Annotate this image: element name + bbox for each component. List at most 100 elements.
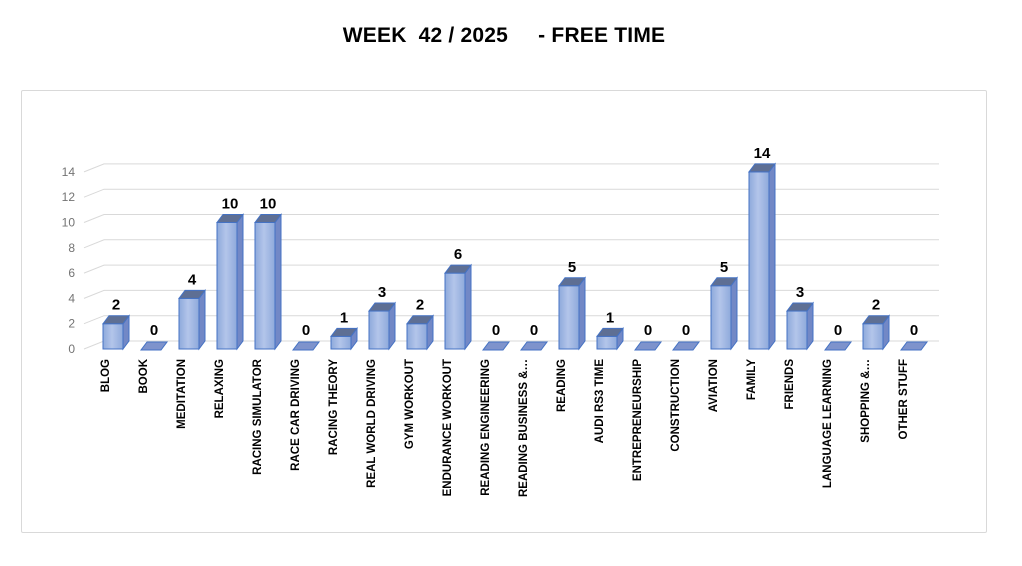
bar-value-label: 5 xyxy=(720,259,728,276)
y-axis-tick-label: 6 xyxy=(68,266,75,280)
bar-blog: 2 BLOG xyxy=(100,297,130,392)
bar-value-label: 4 xyxy=(188,271,197,288)
y-axis-tick-label: 12 xyxy=(62,190,76,204)
bar-side-face xyxy=(578,276,586,351)
chart-svg: 024681012142BLOG0BOOK4MEDITATION10RELAXI… xyxy=(62,145,939,497)
bar-top-face xyxy=(444,264,472,274)
category-label: RACING SIMULATOR xyxy=(252,358,264,475)
bar-value-label: 0 xyxy=(530,322,538,339)
bar-value-label: 0 xyxy=(682,322,690,339)
bar-value-label: 0 xyxy=(910,322,918,339)
bar-zero-sliver xyxy=(292,341,320,351)
bar-front-face xyxy=(406,323,428,350)
gridline xyxy=(83,239,939,249)
gridline xyxy=(83,188,939,198)
category-label: CONSTRUCTION xyxy=(670,359,682,452)
y-axis-tick-label: 2 xyxy=(68,317,75,331)
bar-value-label: 0 xyxy=(834,322,842,339)
bar-top-face xyxy=(862,315,890,325)
category-label: ENDURANCE WORKOUT xyxy=(442,359,454,496)
bar-zero-sliver xyxy=(140,341,168,351)
bar-value-label: 0 xyxy=(302,322,310,339)
category-label: FRIENDS xyxy=(784,359,796,410)
bar-shopping: 2 SHOPPING &… xyxy=(860,297,890,443)
bar-front-face xyxy=(444,272,466,350)
category-label: RELAXING xyxy=(214,359,226,418)
bar-friends: 3 FRIENDS xyxy=(784,284,814,410)
category-label: REAL WORLD DRIVING xyxy=(366,359,378,488)
category-label: BLOG xyxy=(100,359,112,392)
bar-relaxing: 10 RELAXING xyxy=(214,196,244,418)
bar-reading-business: 0 READING BUSINESS &… xyxy=(518,322,548,497)
bar-value-label: 0 xyxy=(644,322,652,339)
category-label: RACING THEORY xyxy=(328,359,340,455)
gridline xyxy=(83,289,939,299)
bar-side-face xyxy=(768,162,776,351)
bar-value-label: 3 xyxy=(796,284,804,301)
bar-zero-sliver xyxy=(520,341,548,351)
bar-front-face xyxy=(862,323,884,350)
bar-value-label: 10 xyxy=(222,196,239,213)
bar-front-face xyxy=(330,335,352,350)
category-label: MEDITATION xyxy=(176,359,188,429)
bar-top-face xyxy=(748,163,776,173)
bar-gym-workout: 2 GYM WORKOUT xyxy=(404,297,434,449)
category-label: SHOPPING &… xyxy=(860,359,872,443)
bar-book: 0 BOOK xyxy=(138,322,168,394)
bar-top-face xyxy=(558,277,586,287)
bar-audi-rs3-time: 1 AUDI RS3 TIME xyxy=(594,309,624,444)
bar-front-face xyxy=(710,285,732,350)
category-label: RACE CAR DRIVING xyxy=(290,359,302,471)
bar-side-face xyxy=(274,213,282,351)
category-label: LANGUAGE LEARNING xyxy=(822,359,834,488)
bar-side-face xyxy=(236,213,244,351)
bar-race-car-driving: 0 RACE CAR DRIVING xyxy=(290,322,320,471)
bar-front-face xyxy=(786,310,808,350)
bar-construction: 0 CONSTRUCTION xyxy=(670,322,700,452)
bar-value-label: 0 xyxy=(492,322,500,339)
bar-value-label: 14 xyxy=(754,145,771,162)
bar-side-face xyxy=(730,276,738,351)
category-label: READING BUSINESS &… xyxy=(518,359,530,497)
bar-value-label: 2 xyxy=(416,297,424,314)
bar-front-face xyxy=(558,285,580,350)
bar-front-face xyxy=(368,310,390,350)
bar-front-face xyxy=(178,297,200,350)
bar-value-label: 2 xyxy=(872,297,880,314)
y-axis-tick-label: 4 xyxy=(68,291,75,305)
bar-top-face xyxy=(368,302,396,312)
category-label: AUDI RS3 TIME xyxy=(594,359,606,444)
bar-top-face xyxy=(178,289,206,299)
bar-reading-engineering: 0 READING ENGINEERING xyxy=(480,322,510,496)
y-axis-tick-label: 10 xyxy=(62,216,76,230)
bar-top-face xyxy=(102,315,130,325)
bar-top-face xyxy=(330,327,358,337)
bar-racing-theory: 1 RACING THEORY xyxy=(328,309,358,455)
category-label: BOOK xyxy=(138,358,150,393)
bar-zero-sliver xyxy=(482,341,510,351)
bar-front-face xyxy=(216,222,238,350)
bar-zero-sliver xyxy=(824,341,852,351)
bar-front-face xyxy=(748,171,770,350)
bar-value-label: 1 xyxy=(340,309,348,326)
bar-language-learning: 0 LANGUAGE LEARNING xyxy=(822,322,852,488)
gridline xyxy=(83,214,939,223)
bar-value-label: 1 xyxy=(606,309,614,326)
category-label: AVIATION xyxy=(708,359,720,412)
category-label: READING xyxy=(556,359,568,412)
gridline xyxy=(83,163,939,173)
category-label: GYM WORKOUT xyxy=(404,359,416,449)
bar-zero-sliver xyxy=(634,341,662,351)
bar-reading: 5 READING xyxy=(556,259,586,412)
bar-value-label: 0 xyxy=(150,322,158,339)
bar-side-face xyxy=(198,288,206,351)
category-label: OTHER STUFF xyxy=(898,359,910,440)
chart-card: 0 2 4 6 8 10 12 14 2 BLOG 0 BOOK 4 MEDITATION 10 RELAXI… xyxy=(21,90,987,533)
bar-racing-simulator: 10 RACING SIMULATOR xyxy=(252,196,282,475)
category-label: ENTREPRENEURSHIP xyxy=(632,359,644,481)
bar-top-face xyxy=(216,214,244,223)
bar-top-face xyxy=(786,302,814,312)
bar-value-label: 6 xyxy=(454,246,462,263)
bar-other-stuff: 0 OTHER STUFF xyxy=(898,322,928,440)
bar-value-label: 5 xyxy=(568,259,576,276)
